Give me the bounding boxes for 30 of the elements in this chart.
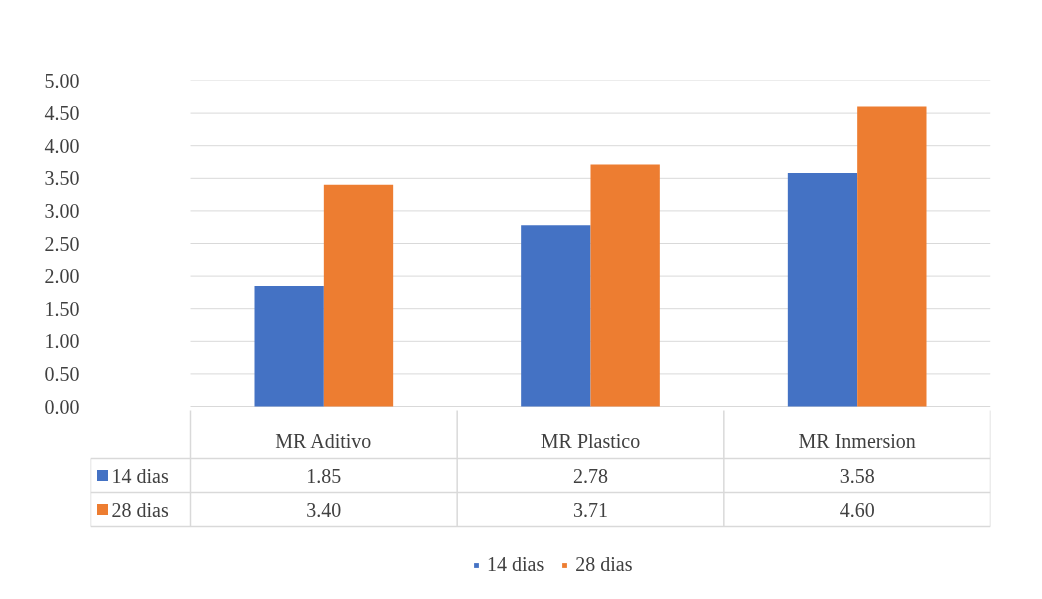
data-label: 3.58 xyxy=(839,464,875,487)
y-tick-label: 2.50 xyxy=(44,232,80,255)
x-tick-label: MR Inmersion xyxy=(798,429,916,452)
x-tick-label: MR Aditivo xyxy=(275,429,372,452)
y-tick-label: 4.00 xyxy=(44,134,80,157)
legend-label: 14 dias xyxy=(111,464,169,487)
data-label: 3.40 xyxy=(306,498,342,521)
text: 14 dias xyxy=(487,553,545,575)
y-tick-label: 0.00 xyxy=(44,395,80,418)
y-tick-label: 4.50 xyxy=(44,102,80,125)
bar xyxy=(521,225,591,407)
legend-label: 28 dias xyxy=(575,553,633,576)
bar xyxy=(857,106,927,407)
data-label: 1.85 xyxy=(306,464,342,487)
bar xyxy=(787,173,858,407)
y-tick-label: 1.50 xyxy=(44,297,80,320)
y-tick-label: 2.00 xyxy=(44,265,80,288)
bar xyxy=(590,164,660,407)
data-label: 3.71 xyxy=(573,498,608,521)
y-tick-label: 5.00 xyxy=(44,69,80,92)
data-label: 2.78 xyxy=(573,464,608,487)
y-tick-label: 3.00 xyxy=(44,199,80,222)
x-tick-label: MR Plastico xyxy=(540,429,641,452)
bar xyxy=(254,285,324,407)
y-tick-label: 3.50 xyxy=(44,167,80,190)
bar xyxy=(323,184,394,407)
y-tick-label: 0.50 xyxy=(44,362,80,385)
y-tick-label: 1.00 xyxy=(44,330,80,353)
text: 28 dias xyxy=(111,498,169,521)
data-label: 4.60 xyxy=(839,498,875,521)
